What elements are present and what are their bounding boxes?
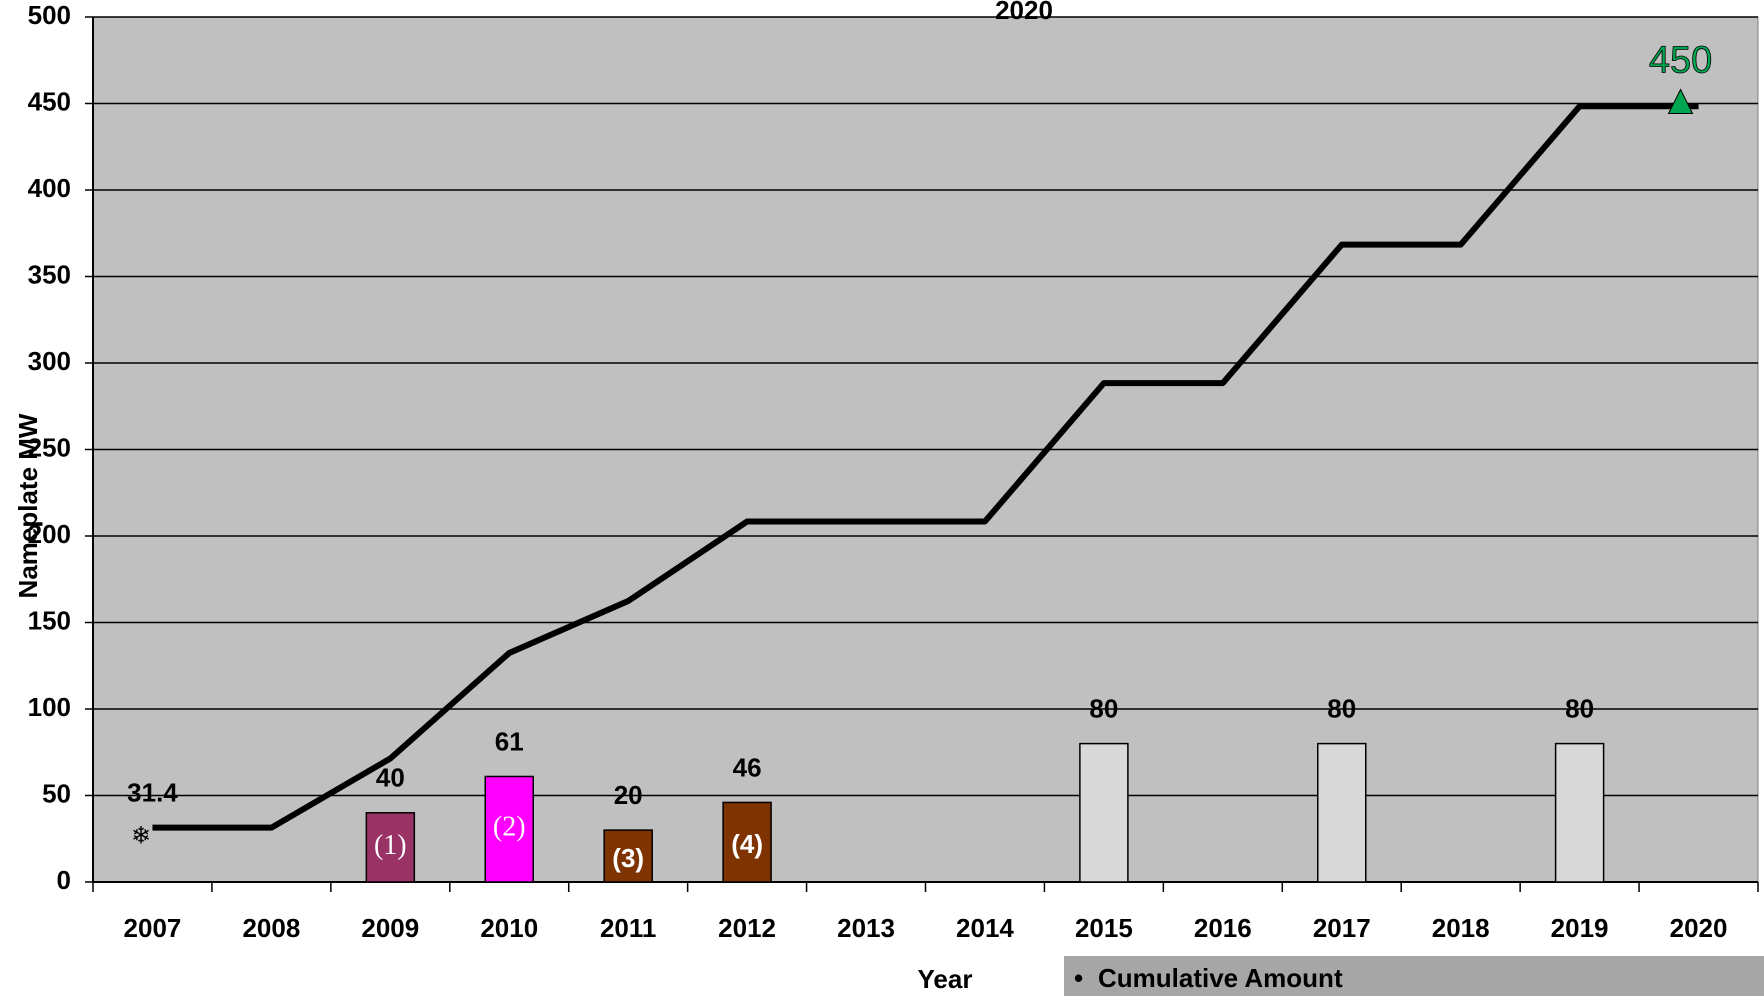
bar-inner-label: (3) [612,843,644,873]
x-tick-label: 2010 [480,913,538,943]
cumulative-line [152,103,1699,831]
data-label: 46 [733,752,762,782]
bar-inner-label: (4) [731,829,763,859]
x-tick-label: 2012 [718,913,776,943]
x-tick-label: 2009 [361,913,419,943]
y-tick-label: 100 [28,692,71,722]
chart-title: 2020 [995,0,1053,25]
bar [1079,742,1129,883]
data-label: 31.4 [127,778,178,808]
data-label: 80 [1327,693,1356,723]
target-marker [1667,88,1694,114]
bar-inner-label: (1) [374,830,407,861]
x-tick-label: 2018 [1432,913,1490,943]
bar [484,775,534,883]
target-label: 450 [1649,40,1712,82]
x-tick-label: 2015 [1075,913,1133,943]
x-tick-label: 2011 [600,913,656,943]
data-label: 80 [1089,693,1118,723]
x-tick-label: 2019 [1551,913,1609,943]
y-tick-label: 400 [28,173,71,203]
x-tick-label: 2016 [1194,913,1252,943]
x-tick-label: 2008 [242,913,300,943]
snowflake-icon: ❄ [131,822,151,849]
bar [603,829,653,883]
bar [365,812,416,883]
bar [1554,742,1605,883]
y-axis-label: Nameplate MW [13,413,43,598]
y-tick-label: 150 [28,605,71,635]
y-tick-label: 250 [28,432,71,462]
x-tick-label: 2014 [956,913,1014,943]
x-tick-label: 2017 [1313,913,1371,943]
legend [1064,956,1764,996]
y-tick-label: 450 [28,86,71,116]
x-tick-label: 2007 [124,913,182,943]
bar [1317,742,1367,883]
y-tick-label: 500 [28,0,71,30]
data-label: 80 [1565,693,1594,723]
y-tick-label: 0 [57,865,71,895]
y-tick-label: 300 [28,346,71,376]
legend-label: Cumulative Amount [1098,963,1343,993]
x-axis-label: Year [918,964,973,994]
data-label: 20 [614,780,643,810]
y-tick-label: 50 [42,778,71,808]
x-tick-label: 2020 [1670,913,1728,943]
legend-bullet: • [1074,963,1083,993]
y-tick-label: 200 [28,519,71,549]
data-label: 61 [495,726,524,756]
y-tick-label: 350 [28,259,71,289]
bar-inner-label: (2) [493,812,526,843]
x-tick-label: 2013 [837,913,895,943]
data-label: 40 [376,763,405,793]
bar [722,801,772,883]
